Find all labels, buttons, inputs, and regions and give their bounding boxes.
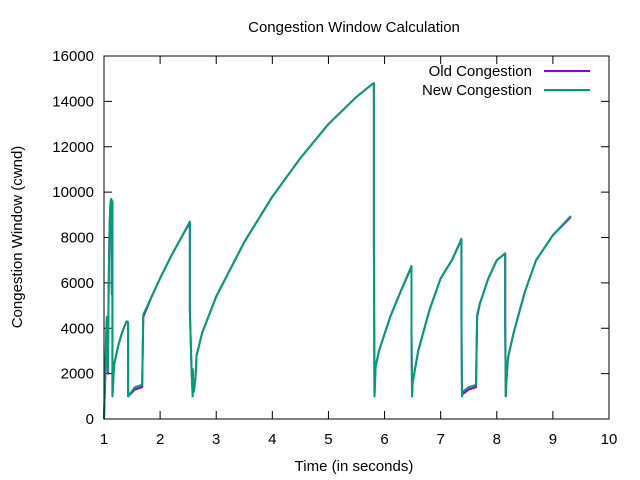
y-tick-label: 14000 [52,93,94,110]
plot-frame [103,55,610,420]
x-tick-label: 9 [549,431,557,448]
x-tick-label: 5 [324,431,332,448]
y-tick-label: 0 [86,411,94,428]
series-layer [103,82,572,420]
y-tick-label: 4000 [61,320,94,337]
legend: Old Congestion New Congestion [422,63,590,99]
x-tick-label: 3 [212,431,220,448]
y-tick-label: 10000 [52,184,94,201]
chart-title: Congestion Window Calculation [248,19,460,36]
y-tick-label: 2000 [61,366,94,383]
x-tick-label: 6 [380,431,388,448]
x-tick-label: 4 [268,431,276,448]
x-axis-ticks: 1 2 3 4 5 6 7 8 9 10 [100,56,618,448]
x-tick-label: 8 [493,431,501,448]
series-line-new-congestion [103,82,572,420]
y-tick-label: 8000 [61,230,94,247]
y-axis-ticks: 0 2000 4000 6000 8000 10000 12000 14000 16000 [52,48,609,428]
y-axis-label: Congestion Window (cwnd) [9,146,26,329]
x-tick-label: 2 [156,431,164,448]
x-tick-label: 7 [436,431,444,448]
x-axis-label: Time (in seconds) [295,458,414,475]
y-tick-label: 16000 [52,48,94,65]
y-tick-label: 12000 [52,139,94,156]
x-tick-label: 1 [100,431,108,448]
x-tick-label: 10 [601,431,618,448]
y-tick-label: 6000 [61,275,94,292]
legend-label-old: Old Congestion [429,63,532,80]
legend-label-new: New Congestion [422,82,532,99]
